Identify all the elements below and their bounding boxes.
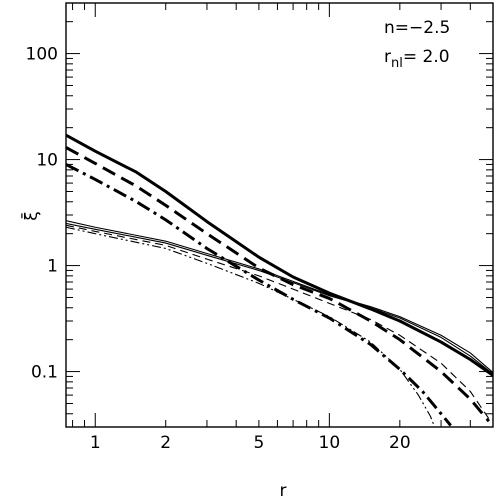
- tick-labels: 1 2 5 10 20 0.1 1 10 100: [26, 45, 411, 453]
- y-tick-label: 10: [36, 151, 58, 171]
- x-tick-label: 10: [319, 433, 341, 453]
- axis-ticks: [66, 2, 494, 428]
- y-tick-label: 100: [26, 45, 58, 65]
- series-line-thick-dashdot: [66, 163, 452, 427]
- annotation-rnl-value: = 2.0: [403, 47, 450, 67]
- y-tick-label: 1: [47, 257, 58, 277]
- series-line-thick-solid: [66, 133, 493, 377]
- series-line-thin-solid-a: [66, 220, 493, 373]
- y-axis-label: ξ̄: [20, 211, 42, 220]
- annotation-rnl-sub: nl: [391, 56, 403, 71]
- series-line-thick-dashed: [66, 146, 491, 423]
- series-line-thin-solid-b: [66, 222, 493, 375]
- x-tick-label: 2: [160, 433, 171, 453]
- plot-frame: [65, 2, 494, 428]
- series-line-thin-dashdotdot: [66, 226, 435, 426]
- annotation-rnl: rnl= 2.0: [384, 47, 450, 71]
- annotation-rnl-r: r: [384, 47, 391, 67]
- x-tick-label: 20: [389, 433, 411, 453]
- x-tick-label: 5: [253, 433, 264, 453]
- annotation-n: n=−2.5: [384, 18, 450, 38]
- x-axis-label: r: [280, 481, 287, 501]
- y-tick-label: 0.1: [31, 363, 58, 383]
- series-layer: [66, 133, 493, 427]
- x-tick-label: 1: [90, 433, 101, 453]
- series-line-thin-dashed: [66, 224, 490, 419]
